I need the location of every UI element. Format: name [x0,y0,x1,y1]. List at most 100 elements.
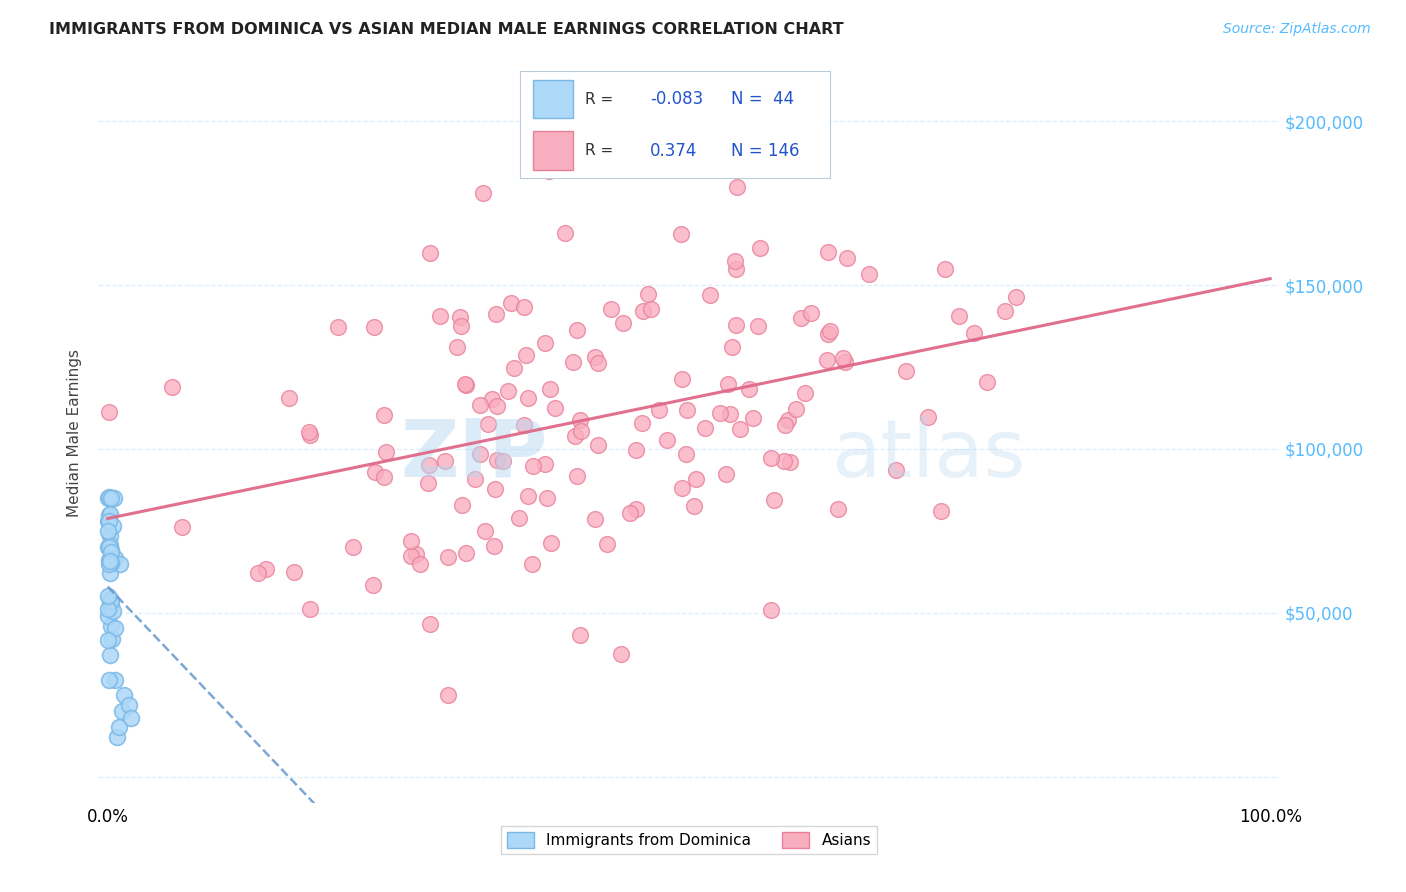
Point [105,731,128,745]
Point [484,482,506,496]
Point [477,417,499,431]
Point [794,385,817,400]
Point [586,356,609,370]
Point [98,566,121,581]
Point [534,336,557,351]
Text: -0.083: -0.083 [650,90,703,108]
Point [485,308,508,322]
Point [540,536,562,550]
Point [818,324,841,338]
Point [283,565,305,579]
Point [108,721,131,735]
Point [100,593,122,607]
Legend: Immigrants from Dominica, Asians: Immigrants from Dominica, Asians [501,826,877,855]
Point [730,422,752,436]
Point [779,455,801,469]
Point [449,310,471,325]
Point [120,711,142,725]
Point [709,406,731,420]
Point [472,186,495,200]
Point [97,632,120,647]
Point [104,550,127,565]
Point [785,401,807,416]
Point [98,538,121,552]
Point [97,405,120,419]
Point [1004,290,1026,304]
Point [683,499,706,513]
Point [373,470,395,484]
Point [612,316,634,330]
Point [98,648,121,662]
Point [748,241,770,255]
Point [724,254,747,268]
Point [254,561,277,575]
Point [100,632,122,647]
Point [100,599,122,613]
Point [342,540,364,554]
Point [675,402,697,417]
Point [399,549,422,564]
Point [363,578,385,592]
Point [101,604,124,618]
Point [513,300,536,314]
Point [917,409,939,424]
Point [409,558,432,572]
Point [827,502,849,516]
Point [170,520,193,534]
Text: ZIP: ZIP [399,416,547,494]
Point [437,688,460,702]
Point [561,355,583,369]
Point [544,401,567,415]
Point [299,602,322,616]
Point [637,287,659,301]
Point [699,288,721,302]
Point [671,481,693,495]
Point [538,163,561,178]
Point [568,413,591,427]
Point [97,589,120,603]
Point [631,303,654,318]
Point [533,457,555,471]
Point [429,309,451,323]
Point [520,557,543,571]
Point [97,514,120,528]
Point [725,261,748,276]
Point [97,491,120,505]
Point [419,246,441,260]
Point [453,376,475,391]
Point [718,407,741,421]
Point [104,673,127,687]
Point [517,391,540,405]
Point [831,351,853,365]
Point [554,226,576,240]
Point [468,447,491,461]
Point [97,608,120,623]
Point [451,499,474,513]
Point [101,519,124,533]
Point [501,295,523,310]
Point [640,302,662,317]
Point [536,491,558,506]
Point [586,438,609,452]
Point [363,320,385,334]
Point [100,619,122,633]
Point [364,466,387,480]
Point [97,491,120,505]
Point [418,458,440,472]
Point [884,463,907,477]
Point [516,490,538,504]
Point [671,372,693,386]
Point [763,492,786,507]
Point [742,411,765,425]
Point [454,546,477,560]
Point [858,267,880,281]
Point [482,539,505,553]
Text: R =: R = [585,92,613,107]
Point [98,553,121,567]
Point [508,511,530,525]
Point [246,566,269,580]
Point [98,508,121,522]
Point [583,350,606,364]
Point [963,326,986,341]
Point [837,251,859,265]
